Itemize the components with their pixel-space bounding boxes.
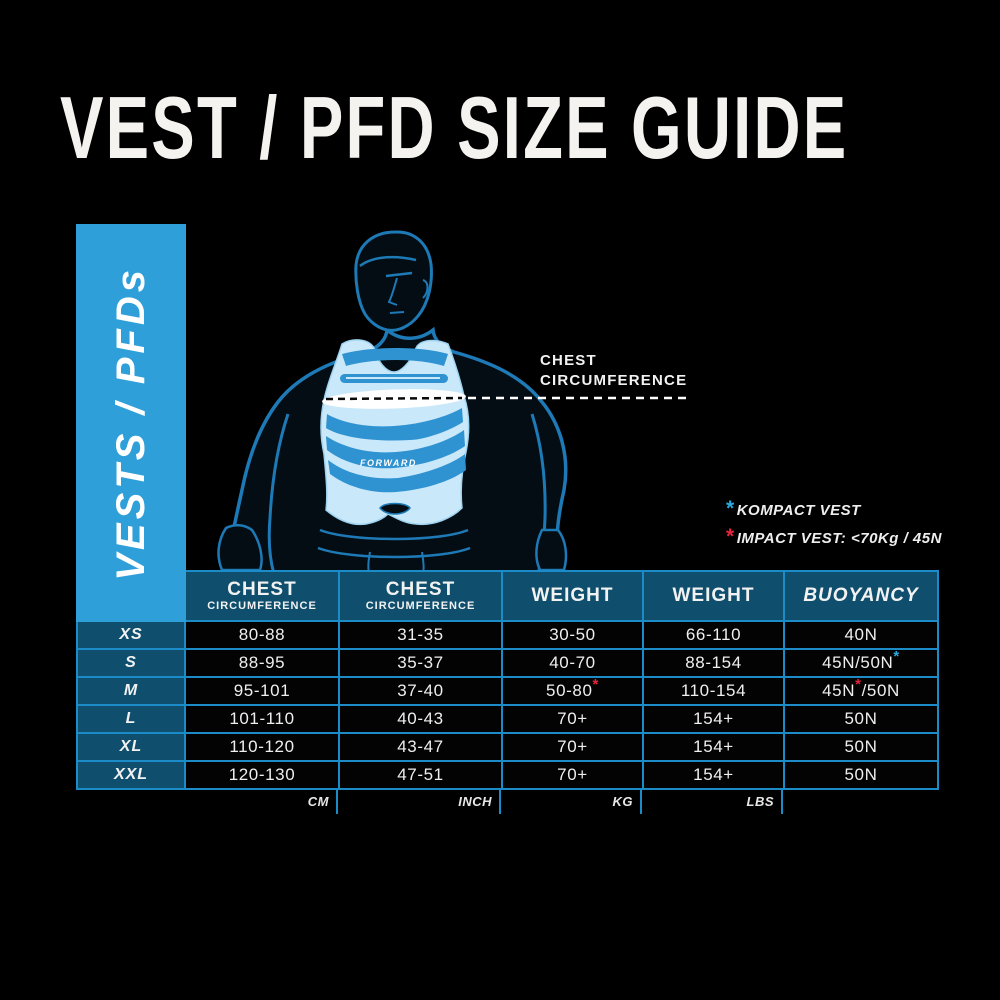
units-row: CM INCH KG LBS — [76, 790, 937, 814]
belt — [317, 528, 471, 559]
vests-pfds-banner: VESTS / PFDs — [76, 224, 186, 622]
data-cell: 80-88 — [186, 622, 338, 648]
header-cell: CHEST CIRCUMFERENCE — [186, 572, 338, 620]
data-cell: 40N — [785, 622, 937, 648]
header-cell: BUOYANCY — [785, 572, 937, 620]
man-vest-illustration: FORWARD — [217, 230, 690, 574]
ear — [422, 279, 429, 299]
data-cell: 70+ — [503, 706, 642, 732]
chest-band — [322, 389, 466, 409]
data-cell: 88-95 — [186, 650, 338, 676]
size-cell: S — [78, 650, 184, 676]
data-cell: 70+ — [503, 762, 642, 788]
note-impact: * IMPACT VEST: <70Kg / 45N — [726, 525, 942, 558]
size-cell: XXL — [78, 762, 184, 788]
unit-cell: LBS — [644, 790, 783, 814]
note-impact-text: IMPACT VEST: <70Kg / 45N — [736, 530, 942, 547]
right-hand — [535, 528, 568, 572]
vest-notch — [379, 502, 411, 515]
data-cell: 154+ — [644, 734, 783, 760]
data-cell: 40-70 — [503, 650, 642, 676]
head — [354, 230, 433, 332]
note-kompact: * KOMPACT VEST — [726, 497, 942, 530]
data-cell: 120-130 — [186, 762, 338, 788]
size-cell: XL — [78, 734, 184, 760]
note-kompact-text: KOMPACT VEST — [736, 502, 861, 519]
data-cell: 66-110 — [644, 622, 783, 648]
data-cell: 101-110 — [186, 706, 338, 732]
data-cell: 154+ — [644, 762, 783, 788]
chest-band-dashes — [325, 396, 463, 401]
data-cell: 110-154 — [644, 678, 783, 704]
size-cell: M — [78, 678, 184, 704]
unit-cell: INCH — [340, 790, 501, 814]
data-cell: 45N/50N * — [785, 649, 937, 676]
page-title: VEST / PFD SIZE GUIDE — [60, 78, 849, 177]
data-cell: 50N — [785, 734, 937, 760]
left-hand — [217, 524, 263, 572]
data-cell: 37-40 — [340, 678, 501, 704]
vest-brand-text: FORWARD — [360, 458, 417, 468]
data-cell: 30-50 — [503, 622, 642, 648]
data-cell: 43-47 — [340, 734, 501, 760]
data-cell: 50-80 * — [503, 677, 642, 704]
chest-label-line1: CHEST — [540, 352, 597, 369]
left-arm-line — [267, 413, 290, 574]
data-cell: 154+ — [644, 706, 783, 732]
banner-label: VESTS / PFDs — [108, 265, 153, 581]
data-cell: 31-35 — [340, 622, 501, 648]
chest-circumference-label: CHEST CIRCUMFERENCE — [540, 351, 687, 391]
unit-cell: CM — [186, 790, 338, 814]
data-cell: 40-43 — [340, 706, 501, 732]
header-cell: WEIGHT — [644, 572, 783, 620]
nose — [387, 277, 398, 306]
header-cell: WEIGHT — [503, 572, 642, 620]
data-cell: 50N — [785, 706, 937, 732]
unit-cell-empty — [785, 790, 937, 814]
data-cell: 95-101 — [186, 678, 338, 704]
size-table-wrap: CHEST CIRCUMFERENCE CHEST CIRCUMFERENCE WEIG… — [76, 570, 939, 814]
chest-label-line2: CIRCUMFERENCE — [540, 372, 688, 389]
size-cell: L — [78, 706, 184, 732]
vest-stripes — [326, 348, 466, 493]
data-cell: 88-154 — [644, 650, 783, 676]
size-cell: XS — [78, 622, 184, 648]
data-cell: 70+ — [503, 734, 642, 760]
red-asterisk-icon: * — [726, 525, 735, 548]
blue-asterisk-icon: * — [726, 497, 735, 520]
eyebrow — [385, 271, 413, 278]
mouth — [389, 311, 405, 314]
unit-cell-empty — [78, 790, 184, 814]
data-cell: 45N */50N — [785, 677, 937, 704]
size-table: CHEST CIRCUMFERENCE CHEST CIRCUMFERENCE WEIG… — [76, 570, 939, 790]
hairline — [359, 255, 417, 268]
data-cell: 110-120 — [186, 734, 338, 760]
header-cell: CHEST CIRCUMFERENCE — [340, 572, 501, 620]
data-cell: 35-37 — [340, 650, 501, 676]
data-cell: 50N — [785, 762, 937, 788]
data-cell: 47-51 — [340, 762, 501, 788]
unit-cell: KG — [503, 790, 642, 814]
legend-notes: * KOMPACT VEST * IMPACT VEST: <70Kg / 45… — [726, 497, 942, 558]
